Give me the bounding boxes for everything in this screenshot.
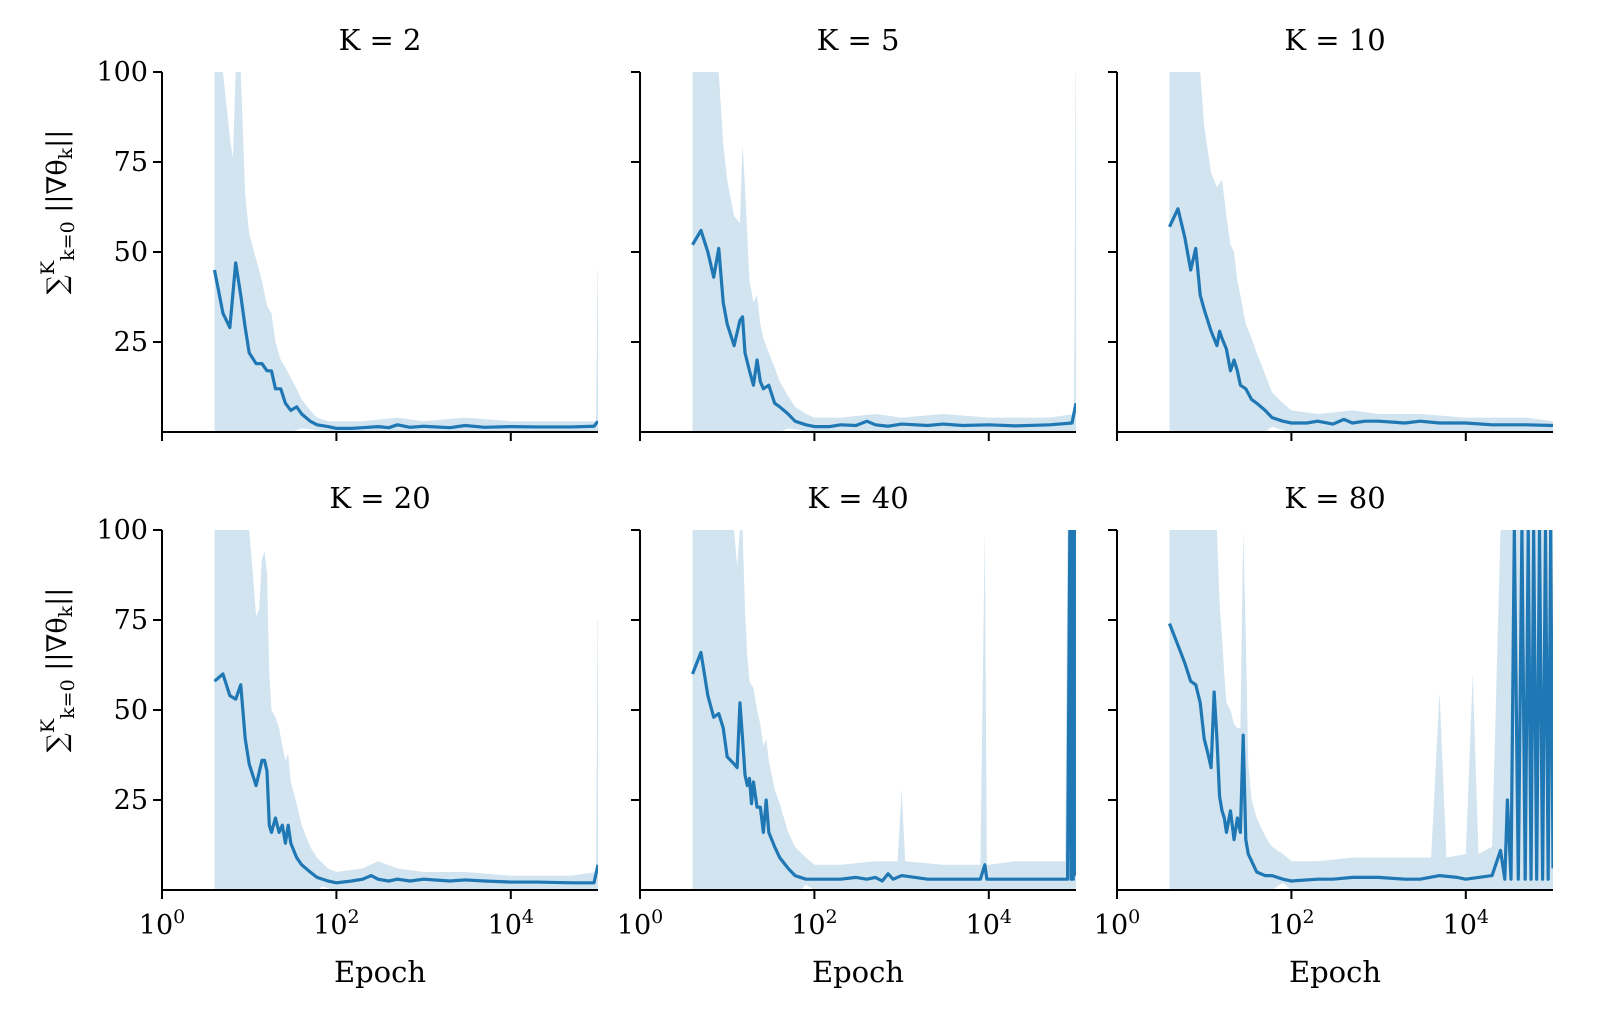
confidence-band [692,530,1076,890]
subplot-title: K = 20 [329,481,430,515]
y-axis-label: ∑Kk=0 ||∇θk|| [37,130,79,295]
x-axis-label: Epoch [1289,955,1381,989]
subplot-title: K = 2 [339,23,422,57]
y-tick-label: 100 [96,57,148,88]
confidence-band [214,72,598,432]
x-tick-label: 100 [139,906,185,941]
confidence-band [1169,72,1553,432]
x-tick-label: 102 [791,906,837,941]
subplot-6: K = 80 100 102 104 Epoch [1094,481,1553,989]
y-axis-label: ∑Kk=0 ||∇θk|| [37,588,79,753]
x-tick-label: 104 [966,906,1012,941]
y-tick-label: 100 [96,515,148,546]
mean-line [1168,530,1553,883]
subplot-title: K = 40 [807,481,908,515]
subplot-title: K = 5 [817,23,900,57]
confidence-band [692,72,1076,432]
subplot-1: K = 2 25 50 75 100 ∑Kk=0 ||∇θk|| [37,23,598,441]
x-tick-label: 100 [617,906,663,941]
mean-line [212,261,598,430]
subplot-title: K = 10 [1284,23,1385,57]
x-tick-label: 104 [488,906,534,941]
mean-line [691,530,1076,883]
x-tick-label: 100 [1094,906,1140,941]
y-tick-label: 75 [114,605,148,636]
subplot-5: K = 40 100 102 104 Epoch [617,481,1076,989]
subplot-4: K = 20 25 50 75 100 100 102 104 Epoch ∑Kk=0 ||∇θk… [37,481,598,989]
x-axis-label: Epoch [812,955,904,989]
subplot-2: K = 5 [631,23,1076,441]
x-tick-label: 102 [1268,906,1314,941]
x-tick-label: 102 [313,906,359,941]
mean-line [213,672,598,885]
y-tick-label: 25 [114,327,148,358]
mean-line [691,228,1076,429]
confidence-band [1169,530,1553,890]
y-tick-label: 50 [114,237,148,268]
subplot-title: K = 80 [1284,481,1385,515]
subplot-3: K = 10 [1108,23,1553,441]
x-axis-label: Epoch [334,955,426,989]
x-tick-label: 104 [1443,906,1489,941]
confidence-band [214,530,598,890]
y-tick-label: 25 [114,785,148,816]
mean-line [1168,207,1553,428]
y-tick-label: 50 [114,695,148,726]
y-tick-label: 75 [114,147,148,178]
